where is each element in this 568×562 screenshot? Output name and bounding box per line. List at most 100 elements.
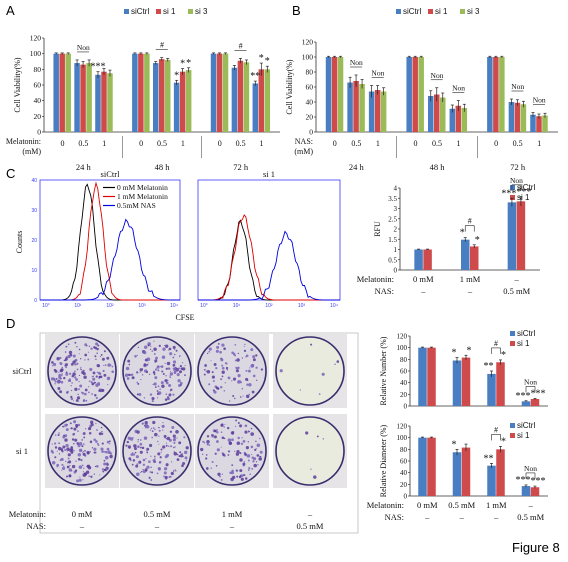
colony xyxy=(231,471,234,475)
colony xyxy=(146,450,148,452)
bar xyxy=(252,83,259,132)
y-tick-label: 120 xyxy=(30,34,42,43)
colony xyxy=(149,471,152,473)
bar xyxy=(53,53,59,132)
colony xyxy=(76,368,79,371)
colony xyxy=(95,423,97,425)
colony xyxy=(76,442,80,445)
colony xyxy=(217,343,220,345)
colony xyxy=(87,351,90,353)
colony xyxy=(78,353,80,355)
colony xyxy=(157,369,160,372)
colony xyxy=(170,471,174,476)
colony xyxy=(91,393,93,395)
y-tick-label: 120 xyxy=(302,38,314,47)
colony xyxy=(74,387,78,391)
colony xyxy=(162,373,165,375)
colony xyxy=(148,460,151,463)
row-value: 0 mM xyxy=(417,500,438,510)
colony xyxy=(101,468,105,471)
colony xyxy=(80,459,83,462)
colony xyxy=(165,444,168,447)
colony xyxy=(165,381,169,385)
colony xyxy=(136,371,139,374)
culture-plate xyxy=(197,416,267,486)
colony xyxy=(50,377,55,381)
colony xyxy=(165,374,167,377)
colony xyxy=(59,356,62,360)
colony xyxy=(142,458,146,462)
colony xyxy=(92,375,94,377)
colony xyxy=(74,363,76,365)
legend-label: siCtrl xyxy=(517,329,535,338)
colony xyxy=(162,347,166,351)
colony xyxy=(146,451,149,454)
colony xyxy=(136,354,138,357)
colony xyxy=(310,468,312,470)
colony xyxy=(82,452,86,456)
bar xyxy=(496,362,505,406)
bar xyxy=(210,53,217,132)
colony xyxy=(178,455,181,457)
row-label: Melatonin: xyxy=(367,500,404,510)
bar xyxy=(258,69,265,132)
colony xyxy=(164,379,168,383)
colony xyxy=(151,430,154,432)
colony xyxy=(131,376,135,380)
colony xyxy=(236,470,239,472)
culture-plate xyxy=(275,416,345,486)
colony xyxy=(56,463,60,467)
y-axis-label: Relative Number (%) xyxy=(379,336,388,405)
bar xyxy=(461,239,470,270)
colony xyxy=(138,460,142,464)
colony xyxy=(221,370,225,374)
colony xyxy=(70,395,73,398)
colony xyxy=(80,366,82,369)
time-label: 48 h xyxy=(155,162,171,172)
colony xyxy=(221,473,224,475)
colony xyxy=(165,453,170,457)
colony xyxy=(227,376,231,380)
colony xyxy=(74,341,77,344)
colony xyxy=(164,344,166,347)
colony xyxy=(237,374,241,378)
colony xyxy=(205,370,208,373)
colony xyxy=(246,383,249,386)
colony xyxy=(258,457,262,461)
colony xyxy=(183,436,186,439)
colony xyxy=(176,437,178,439)
plate-row-label: siCtrl xyxy=(13,366,33,376)
colony xyxy=(133,444,137,448)
colony xyxy=(241,387,244,390)
colony xyxy=(206,439,210,444)
colony xyxy=(255,354,258,357)
culture-plate xyxy=(197,336,267,406)
colony xyxy=(242,462,246,466)
colony xyxy=(235,419,238,422)
colony xyxy=(216,448,220,452)
colony xyxy=(77,430,79,432)
colony xyxy=(137,346,140,349)
colony xyxy=(139,371,141,373)
histogram-curve xyxy=(198,214,340,301)
colony xyxy=(81,464,84,467)
y-tick-label: 60 xyxy=(400,458,408,466)
colony xyxy=(158,344,161,348)
colony xyxy=(89,440,93,444)
bar xyxy=(461,108,468,132)
dose-label: 1 xyxy=(260,139,264,148)
significance-mark: Non xyxy=(431,71,444,80)
panel-letter-c: C xyxy=(6,166,15,181)
colony xyxy=(72,360,76,364)
colony xyxy=(166,436,171,441)
colony xyxy=(101,450,104,453)
colony xyxy=(68,460,72,464)
colony xyxy=(61,366,63,369)
colony xyxy=(134,447,137,451)
colony xyxy=(66,391,69,394)
significance-star: * xyxy=(186,58,191,69)
bar xyxy=(440,97,446,132)
legend-label: 1 mM Melatonin xyxy=(117,192,168,201)
